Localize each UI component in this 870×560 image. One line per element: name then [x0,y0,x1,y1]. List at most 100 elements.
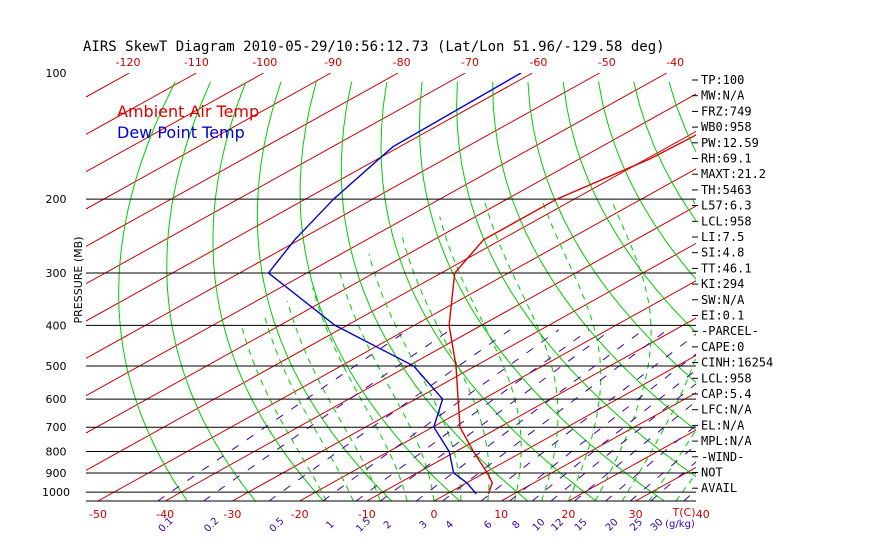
dry-adiabat-line [562,81,696,334]
temp-tick-top: -40 [666,56,684,69]
temp-tick-bottom: -10 [358,508,376,521]
isotherm-line [86,130,696,471]
isotherm-line [164,205,696,501]
pressure-tick: 700 [46,421,67,434]
isotherm-line [86,73,332,210]
dry-adiabat-line [340,81,529,501]
dry-adiabat-line [166,81,256,501]
temp-tick-bottom: 30 [629,508,643,521]
stability-index: LCL:958 [701,214,752,228]
stability-index: SI:4.8 [701,246,744,260]
stability-index: LCL:958 [701,371,752,385]
stability-index: -WIND- [701,450,744,464]
dry-adiabat-lines [118,81,870,501]
stability-index: MW:N/A [701,89,745,103]
stability-index: TT:46.1 [701,261,752,275]
isotherm-line [837,73,870,501]
mixing-ratio-label: 1 [325,519,337,531]
isotherm-lines [86,73,870,501]
isotherm-line [86,73,264,173]
pressure-tick: 800 [46,446,67,459]
mixing-ratio-line [442,329,668,501]
temp-tick-bottom: -40 [156,508,174,521]
mixing-ratio-line [157,329,409,501]
dry-adiabat-line [118,81,188,501]
temp-tick-top: -120 [116,56,141,69]
moist-adiabat-line [483,199,559,501]
mixing-ratio-label: 30 [649,517,666,534]
mixing-ratio-line [268,329,511,501]
mixing-ratio-line [415,329,644,501]
dry-adiabat-line [299,81,461,501]
stability-index: TH:5463 [701,183,752,197]
stability-index: CAPE:0 [701,340,744,354]
dry-adiabat-line [380,81,597,501]
moist-adiabat-line [339,272,435,501]
pressure-tick: 500 [46,360,67,373]
pressure-tick: 900 [46,467,67,480]
dry-adiabat-line [456,81,696,478]
temp-tick-top: -60 [529,56,547,69]
temp-tick-bottom: 20 [561,508,575,521]
stability-index: KI:294 [701,277,744,291]
isotherm-line [86,93,696,434]
temp-tick-top: -110 [184,56,209,69]
isotherm-line [770,73,870,501]
moist-adiabat-line [312,287,408,501]
dry-adiabat-line [775,82,870,501]
dry-adiabat-line [492,81,696,431]
moist-adiabat-line [541,199,602,501]
moist-adiabat-line [263,313,354,501]
pressure-tick: 1000 [42,486,70,499]
isotherm-line [366,317,696,501]
moist-adiabat-line [730,199,870,501]
moist-adiabat-lines [241,199,870,501]
temp-tick-top: -70 [461,56,479,69]
pressure-tick: 600 [46,393,67,406]
temp-tick-top: -90 [324,56,342,69]
dry-adiabat-line [845,82,870,501]
mixing-ratio-label: 20 [604,517,621,534]
legend-entry: Dew Point Temp [117,123,245,142]
stability-index: MAXT:21.2 [701,167,766,181]
stability-index: MPL:N/A [701,434,752,448]
isobar-lines [86,198,696,502]
mixing-ratio-unit: (g/kg) [665,519,695,530]
stability-index: L57:6.3 [701,199,752,213]
mixing-ratio-line [480,333,696,501]
temp-tick-top: -50 [598,56,616,69]
pressure-tick: 400 [46,319,67,332]
mixing-ratio-label: 6 [482,519,494,531]
mixing-ratio-label: 4 [444,519,456,531]
stability-index: AVAIL [701,481,737,495]
temp-tick-bottom: 0 [431,508,438,521]
stability-index: CAP:5.4 [701,387,752,401]
dew-point-line [267,73,522,495]
sounding-series [267,73,696,495]
mixing-ratio-label: 3 [418,519,430,531]
dry-adiabat-line [418,81,665,501]
temp-tick-bottom: -30 [223,508,241,521]
moist-adiabat-line [439,216,522,501]
mixing-ratio-label: 8 [510,519,522,531]
isotherm-line [299,280,696,501]
temp-tick-bottom: 40 [696,508,710,521]
isotherm-line [86,73,533,322]
pressure-tick: 300 [46,267,67,280]
mixing-ratio-lines [157,329,696,501]
stability-index: LI:7.5 [701,230,744,244]
axis-tick-labels: -50 -40 -30 -20 -10 0 10 20 30 40T(C)-120 -110 -100… [42,56,710,535]
isotherm-line [86,73,130,98]
stability-index: SW:N/A [701,293,745,307]
pressure-tick: 100 [46,67,67,80]
mixing-ratio-label: 0.5 [268,516,287,535]
y-axis-label: PRESSURE (MB) [72,237,85,324]
stability-index: WB0:958 [701,120,752,134]
moist-adiabat-line [594,199,652,501]
dry-adiabat-line [740,82,870,501]
isotherm-line [86,73,399,247]
stability-index: FRZ:749 [701,104,752,118]
moist-adiabat-line [241,327,327,501]
stability-index: TP:100 [701,73,744,87]
